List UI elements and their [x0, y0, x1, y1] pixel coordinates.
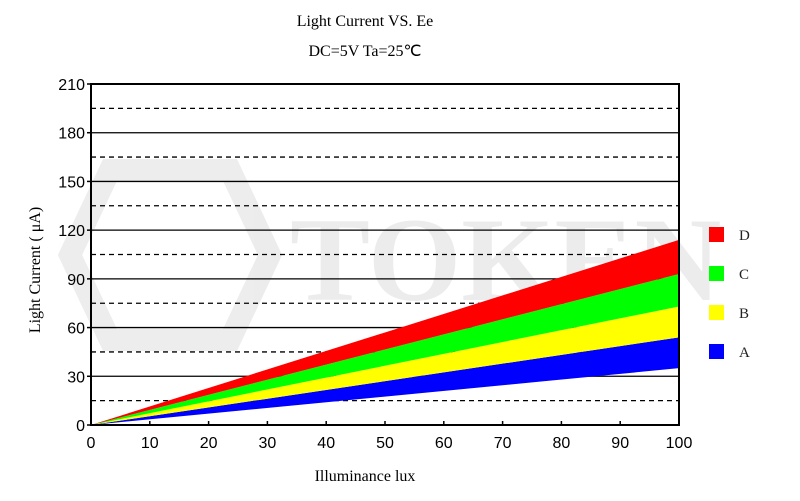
- legend-label-d: D: [739, 228, 750, 244]
- x-tick-label: 100: [666, 435, 693, 452]
- x-tick-label: 90: [611, 435, 629, 452]
- legend-swatch-d: [709, 227, 724, 242]
- x-tick-label: 70: [494, 435, 512, 452]
- y-tick-label: 120: [58, 223, 85, 240]
- legend-swatch-b: [709, 305, 724, 320]
- legend-label-a: A: [739, 345, 750, 361]
- y-tick-label: 0: [76, 418, 85, 435]
- x-tick-label: 20: [200, 435, 218, 452]
- y-tick-label: 30: [67, 369, 85, 386]
- x-tick-label: 30: [259, 435, 277, 452]
- band-d: [91, 239, 679, 425]
- chart-title: Light Current VS. Ee: [297, 13, 434, 30]
- x-tick-label: 10: [141, 435, 159, 452]
- y-axis-label: Light Current ( μA): [27, 207, 44, 333]
- y-tick-label: 60: [67, 321, 85, 338]
- y-tick-label: 90: [67, 272, 85, 289]
- y-tick-label: 210: [58, 77, 85, 94]
- x-tick-label: 0: [87, 435, 96, 452]
- y-tick-label: 180: [58, 126, 85, 143]
- x-tick-label: 80: [553, 435, 571, 452]
- legend-swatch-a: [709, 344, 724, 359]
- legend-label-b: B: [739, 306, 749, 322]
- y-tick-label: 150: [58, 174, 85, 191]
- x-axis-label: Illuminance lux: [315, 468, 416, 485]
- x-tick-label: 40: [317, 435, 335, 452]
- band-a: [91, 337, 679, 425]
- chart-subtitle: DC=5V Ta=25℃: [309, 43, 422, 60]
- x-tick-label: 50: [376, 435, 394, 452]
- x-tick-label: 60: [435, 435, 453, 452]
- legend-swatch-c: [709, 266, 724, 281]
- legend-label-c: C: [739, 267, 749, 283]
